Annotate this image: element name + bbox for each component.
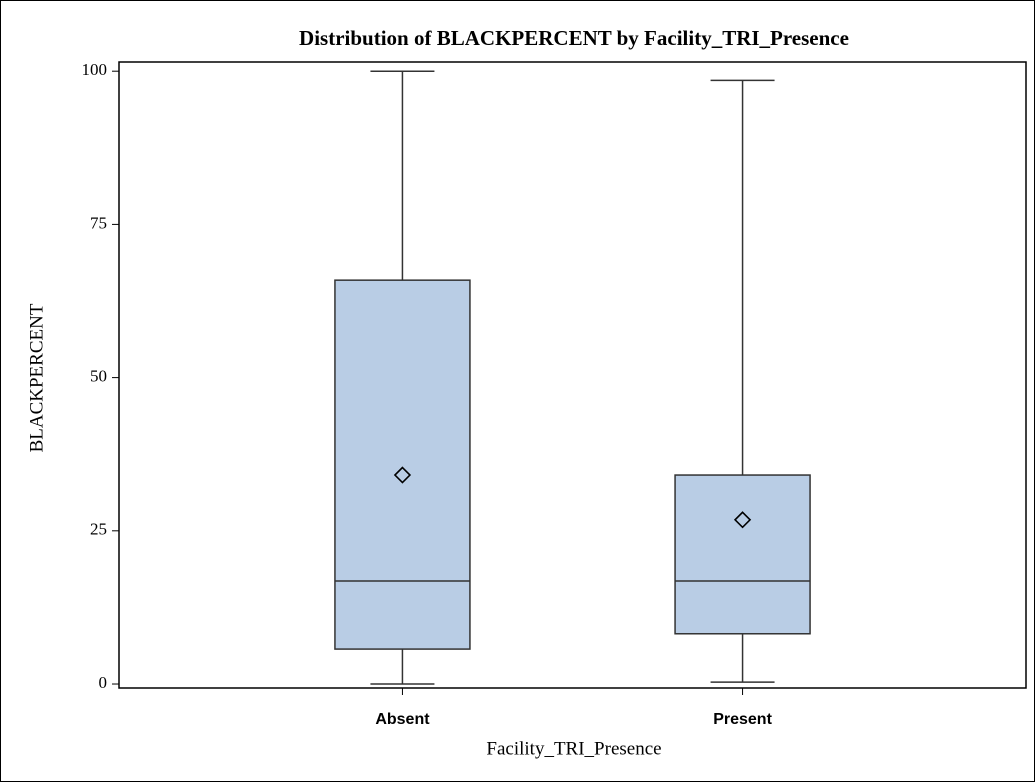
y-tick-label: 25: [90, 520, 107, 539]
plot-area: [118, 61, 1027, 689]
x-axis-label: Facility_TRI_Presence: [486, 738, 661, 759]
x-tick-label: Present: [713, 711, 772, 728]
box: [674, 474, 811, 635]
mean-marker: [393, 466, 412, 484]
y-tick-label: 100: [82, 60, 108, 79]
mean-marker: [733, 511, 752, 529]
box: [334, 279, 471, 650]
chart-title: Distribution of BLACKPERCENT by Facility…: [299, 26, 849, 50]
y-axis-label: BLACKPERCENT: [26, 303, 47, 452]
y-tick-label: 0: [99, 673, 108, 692]
x-tick-label: Absent: [375, 711, 430, 728]
y-tick-label: 75: [90, 213, 107, 232]
y-tick-label: 50: [90, 367, 107, 386]
